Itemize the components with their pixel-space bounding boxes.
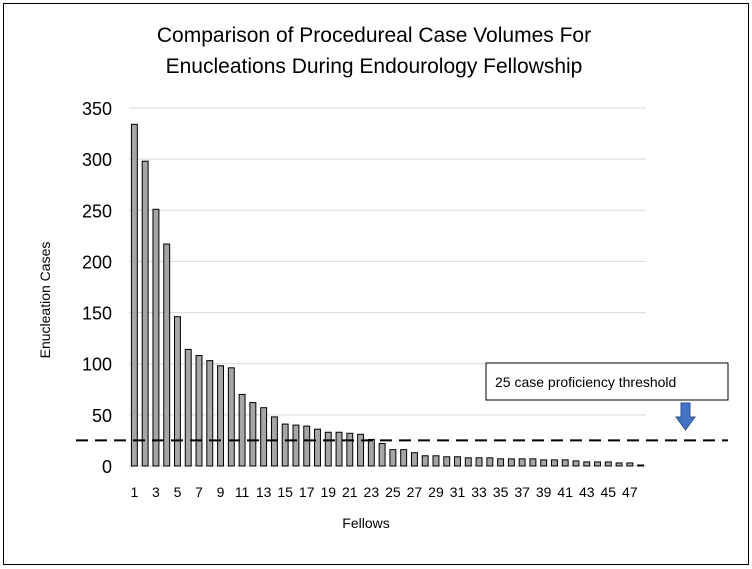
bar (270, 416, 278, 467)
x-tick-label: 41 (557, 484, 573, 500)
bar (454, 456, 461, 467)
x-tick-label: 15 (277, 484, 293, 500)
bar (238, 393, 246, 467)
x-tick-label: 29 (428, 484, 444, 500)
threshold-label: 25 case proficiency threshold (495, 374, 676, 390)
x-tick-label: 27 (407, 484, 423, 500)
x-tick-label: 1 (130, 484, 138, 500)
bar (184, 348, 192, 467)
bar (540, 459, 548, 467)
bar (141, 160, 149, 467)
bar (615, 462, 623, 467)
x-axis-label: Fellows (342, 515, 389, 531)
x-tick-label: 37 (514, 484, 530, 500)
bar (626, 462, 634, 467)
bar (130, 123, 138, 467)
bar (292, 424, 300, 467)
bar (497, 458, 505, 467)
x-tick-label: 47 (622, 484, 638, 500)
y-tick-label: 300 (82, 150, 112, 170)
y-tick-label: 0 (102, 457, 112, 477)
y-tick-label: 250 (82, 201, 112, 221)
bar (357, 433, 365, 467)
x-tick-label: 13 (256, 484, 272, 500)
x-tick-label: 9 (217, 484, 225, 500)
bar (637, 464, 645, 467)
chart-title-line1: Comparison of Procedureal Case Volumes F… (157, 24, 591, 47)
bar (464, 457, 472, 467)
x-tick-label: 23 (364, 484, 380, 500)
bar (604, 461, 612, 467)
bar (314, 428, 321, 467)
bar (324, 431, 332, 467)
bar (249, 402, 257, 467)
bar (475, 457, 483, 467)
bar (389, 449, 397, 467)
chart-title-line2: Enucleations During Endourology Fellowsh… (166, 55, 583, 78)
x-tick-label: 11 (235, 484, 250, 500)
y-tick-label: 50 (92, 406, 112, 426)
y-axis-label: Enucleation Cases (37, 242, 53, 359)
threshold-arrow-icon (675, 402, 696, 431)
x-tick-label: 25 (385, 484, 401, 500)
bar (346, 432, 354, 467)
y-tick-label: 350 (82, 99, 112, 119)
bar (152, 208, 160, 467)
bar (518, 458, 526, 467)
bar (486, 457, 494, 467)
x-tick-label: 31 (450, 484, 466, 500)
bar (594, 461, 601, 467)
bar (378, 442, 386, 467)
bar (281, 423, 289, 467)
x-tick-label: 5 (174, 484, 182, 500)
y-tick-label: 200 (82, 252, 112, 272)
x-tick-label: 33 (471, 484, 487, 500)
bar (507, 458, 515, 467)
x-tick-label: 3 (152, 484, 160, 500)
bar (529, 458, 537, 467)
x-tick-label: 43 (579, 484, 595, 500)
chart-frame: Comparison of Procedureal Case Volumes F… (3, 3, 749, 565)
y-tick-label: 150 (82, 304, 112, 324)
bar-chart: Comparison of Procedureal Case Volumes F… (37, 24, 729, 531)
bar (410, 452, 418, 467)
y-tick-label: 100 (82, 355, 112, 375)
bar (561, 459, 569, 467)
bar (400, 449, 408, 467)
x-tick-label: 35 (493, 484, 509, 500)
bar (195, 355, 203, 467)
bar (163, 243, 171, 467)
bar (443, 456, 451, 467)
bar (174, 316, 181, 467)
bar (206, 360, 214, 467)
bar (227, 367, 235, 467)
bar (303, 425, 311, 467)
bar (583, 461, 591, 467)
bar (367, 438, 375, 467)
x-tick-label: 7 (195, 484, 203, 500)
threshold-label-box (485, 362, 729, 401)
x-tick-label: 21 (342, 484, 358, 500)
bar (572, 460, 580, 467)
x-tick-label: 45 (601, 484, 617, 500)
x-tick-label: 17 (299, 484, 315, 500)
bar (421, 455, 429, 467)
x-tick-label: 39 (536, 484, 552, 500)
bar (432, 455, 440, 467)
bar (550, 459, 558, 467)
bar (335, 431, 343, 467)
bar (260, 407, 268, 467)
x-tick-label: 19 (320, 484, 336, 500)
bar (217, 365, 225, 467)
